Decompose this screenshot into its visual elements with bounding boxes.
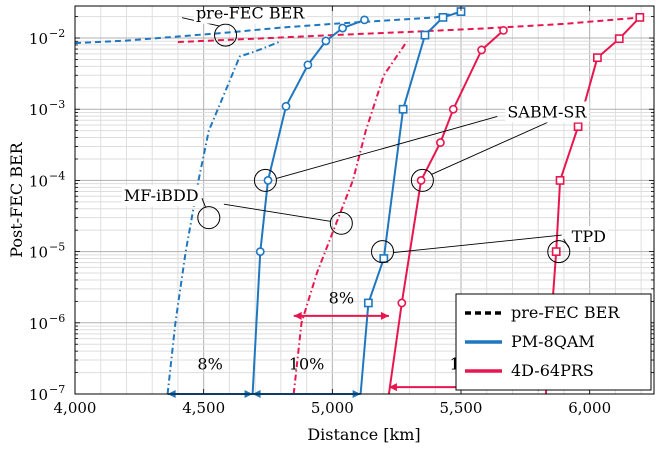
x-axis-label: Distance [km] [307,425,420,444]
series-7 [544,12,645,394]
callout-ellipse [329,211,353,235]
data-point [263,176,273,185]
series-5 [387,26,508,394]
series-line [359,10,462,394]
y-axis-label: Post-FEC BER [7,141,26,257]
data-point [438,12,448,22]
y-tick-exponent: −5 [49,241,65,254]
data-point [397,298,407,308]
gap-arrow-head [380,311,389,320]
y-tick-exponent: −6 [49,312,65,325]
series-line [292,40,408,394]
callout-ellipse [253,168,277,192]
data-point [420,30,430,40]
annotation-label-bg [505,101,590,123]
data-point [614,34,624,44]
series-2 [166,40,282,394]
y-tick-label: 10 [29,30,48,48]
y-tick-exponent: −4 [49,169,65,182]
annotation-label: MF-iBDD [124,186,199,205]
data-point [436,138,445,147]
data-point [551,247,561,257]
callout-ellipse [197,206,221,230]
data-point [499,26,508,35]
data-point [360,15,369,25]
series-3 [292,40,408,394]
gap-arrow-label: 8% [329,288,354,307]
series-4 [251,15,369,394]
data-point [338,23,348,33]
gap-arrow-head [293,311,302,320]
data-point [303,60,313,70]
gap-arrow-head [388,383,397,392]
leader-line [563,238,570,248]
data-point [573,122,583,132]
leader-line [276,116,498,179]
callout-ellipse [371,240,395,264]
annotation-label-bg [121,185,201,207]
y-tick-exponent: −3 [49,98,65,111]
data-point [281,101,291,111]
annotation-label-bg [569,226,608,248]
annotation-label-bg [193,2,308,24]
data-point [321,36,331,46]
annotation-label: TPD [572,227,606,246]
series-line [75,11,462,45]
annotation-label: pre-FEC BER [196,4,305,23]
gap-arrow: 8% [167,354,253,398]
x-tick-label: 4,000 [54,399,97,417]
legend-entry: pre-FEC BER [511,303,620,322]
data-point [555,176,565,185]
x-tick-label: 6,000 [568,399,611,417]
leader-line [201,198,207,208]
legend: pre-FEC BER PM-8QAM 4D-64PRS [455,293,652,391]
series-line [177,16,642,43]
y-tick-label: 10 [29,315,48,333]
plot-frame [74,5,655,395]
callout-ellipse [547,240,571,264]
data-point [635,12,645,22]
series-line [251,18,365,394]
annotation-layer: pre-FEC BER SABM-SR MF-iBDD TPD [121,2,608,264]
data-point [363,298,373,308]
data-point [592,53,602,63]
data-point [379,254,389,263]
data-point [477,45,486,55]
data-point [416,176,426,185]
annotation-label: SABM-SR [507,102,587,121]
data-point [448,104,458,114]
series-0 [75,11,462,45]
y-tick-exponent: −2 [49,27,65,40]
y-tick-label: 10 [29,172,48,190]
y-tick-exponent: −7 [49,383,65,396]
leader-line [223,203,331,222]
gap-arrow: 8% [293,288,389,320]
x-tick-label: 5,500 [440,399,483,417]
callout-ellipse [214,23,238,47]
y-tick-label: 10 [29,101,48,119]
leader-line [431,122,548,175]
legend-entry: 4D-64PRS [511,361,594,380]
legend-entry: PM-8QAM [511,332,595,351]
callout-ellipse [410,168,434,192]
gap-arrow-label: 10% [289,354,325,373]
gap-arrow-label: 8% [197,354,222,373]
y-tick-label: 10 [29,244,48,262]
data-point [398,104,408,114]
series-1 [177,16,642,43]
leader-line [393,234,562,254]
series-line [166,40,282,394]
data-point [255,247,265,257]
x-tick-label: 4,500 [182,399,225,417]
y-tick-label: 10 [29,386,48,404]
x-tick-label: 5,000 [311,399,354,417]
